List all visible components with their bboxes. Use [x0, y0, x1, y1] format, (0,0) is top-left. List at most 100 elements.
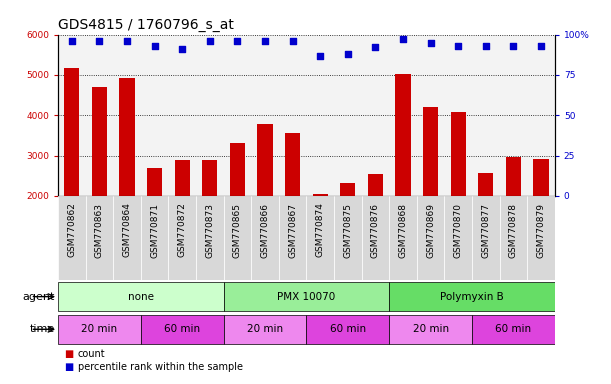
Point — [398, 36, 408, 43]
Bar — [478, 173, 494, 196]
Bar — [279, 35, 306, 196]
Bar — [533, 159, 549, 196]
Point — [177, 46, 187, 52]
Bar — [202, 160, 218, 196]
Point — [536, 43, 546, 49]
Bar — [472, 35, 500, 196]
Bar — [86, 196, 113, 280]
Bar — [251, 35, 279, 196]
Bar — [395, 74, 411, 196]
Text: GSM770870: GSM770870 — [454, 203, 463, 258]
Bar — [169, 35, 196, 196]
Bar — [113, 35, 141, 196]
Point — [508, 43, 518, 49]
Bar — [147, 169, 163, 196]
Text: GSM770865: GSM770865 — [233, 203, 242, 258]
Bar — [58, 282, 224, 311]
Point — [453, 43, 463, 49]
Point — [315, 53, 325, 59]
Bar — [58, 314, 141, 344]
Bar — [313, 194, 328, 196]
Text: ■: ■ — [64, 349, 73, 359]
Bar — [224, 35, 251, 196]
Bar — [306, 314, 389, 344]
Text: ■: ■ — [64, 362, 73, 372]
Text: GSM770879: GSM770879 — [536, 203, 546, 258]
Bar — [500, 196, 527, 280]
Text: time: time — [30, 324, 55, 334]
Text: GSM770863: GSM770863 — [95, 203, 104, 258]
Text: count: count — [78, 349, 105, 359]
Bar — [389, 35, 417, 196]
Bar — [362, 35, 389, 196]
Text: 20 min: 20 min — [81, 324, 117, 334]
Bar — [362, 196, 389, 280]
Text: Polymyxin B: Polymyxin B — [440, 291, 504, 302]
Bar — [500, 35, 527, 196]
Bar — [389, 282, 555, 311]
Bar — [224, 282, 389, 311]
Bar — [64, 68, 79, 196]
Point — [426, 40, 436, 46]
Text: 60 min: 60 min — [330, 324, 366, 334]
Bar — [257, 124, 273, 196]
Point — [260, 38, 270, 44]
Bar — [450, 112, 466, 196]
Text: GSM770871: GSM770871 — [150, 203, 159, 258]
Bar — [368, 174, 383, 196]
Point — [481, 43, 491, 49]
Text: none: none — [128, 291, 154, 302]
Point — [122, 38, 132, 44]
Bar — [527, 35, 555, 196]
Text: GSM770864: GSM770864 — [123, 203, 131, 258]
Bar — [334, 196, 362, 280]
Text: GSM770868: GSM770868 — [398, 203, 408, 258]
Point — [205, 38, 214, 44]
Text: GDS4815 / 1760796_s_at: GDS4815 / 1760796_s_at — [58, 18, 234, 32]
Text: 20 min: 20 min — [247, 324, 283, 334]
Bar — [175, 160, 190, 196]
Text: agent: agent — [23, 291, 55, 302]
Bar — [119, 78, 134, 196]
Bar — [306, 35, 334, 196]
Bar — [141, 314, 224, 344]
Text: GSM770875: GSM770875 — [343, 203, 353, 258]
Text: GSM770866: GSM770866 — [260, 203, 269, 258]
Bar — [334, 35, 362, 196]
Bar — [141, 196, 169, 280]
Bar — [417, 35, 444, 196]
Text: GSM770878: GSM770878 — [509, 203, 518, 258]
Bar — [506, 157, 521, 196]
Bar — [169, 196, 196, 280]
Text: GSM770872: GSM770872 — [178, 203, 187, 258]
Text: GSM770867: GSM770867 — [288, 203, 297, 258]
Point — [370, 45, 380, 51]
Bar — [230, 142, 245, 196]
Bar — [58, 196, 86, 280]
Point — [95, 38, 104, 44]
Bar — [196, 196, 224, 280]
Bar — [389, 314, 472, 344]
Bar — [444, 196, 472, 280]
Text: PMX 10070: PMX 10070 — [277, 291, 335, 302]
Bar — [472, 196, 500, 280]
Text: percentile rank within the sample: percentile rank within the sample — [78, 362, 243, 372]
Bar — [417, 196, 444, 280]
Bar — [86, 35, 113, 196]
Bar — [389, 196, 417, 280]
Text: GSM770873: GSM770873 — [205, 203, 214, 258]
Bar — [58, 35, 86, 196]
Bar — [285, 133, 300, 196]
Point — [233, 38, 243, 44]
Text: GSM770874: GSM770874 — [316, 203, 324, 258]
Point — [343, 51, 353, 57]
Text: GSM770877: GSM770877 — [481, 203, 490, 258]
Text: 60 min: 60 min — [496, 324, 532, 334]
Point — [288, 38, 298, 44]
Bar — [472, 314, 555, 344]
Text: GSM770876: GSM770876 — [371, 203, 380, 258]
Point — [67, 38, 77, 44]
Text: GSM770862: GSM770862 — [67, 203, 76, 258]
Text: 60 min: 60 min — [164, 324, 200, 334]
Bar — [224, 314, 306, 344]
